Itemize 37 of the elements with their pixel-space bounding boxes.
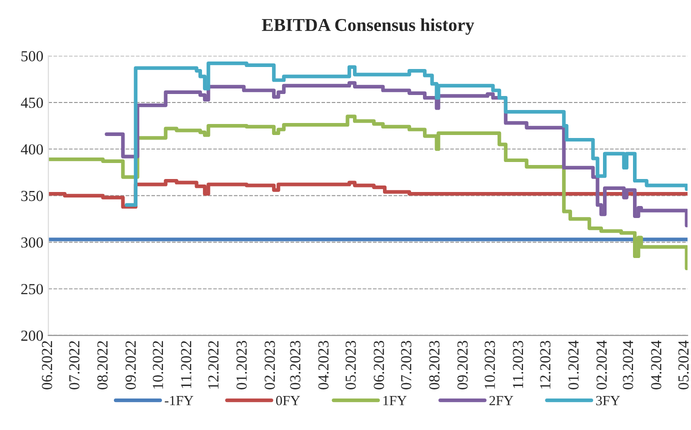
x-tick-label: 10.2023: [484, 340, 496, 389]
x-tick-label: 04.2024: [651, 340, 662, 390]
x-tick-label: 06.2023: [374, 340, 384, 390]
x-tick-label: 07.2022: [69, 341, 80, 390]
y-tick-label: 450: [20, 98, 43, 108]
y-tick-label: 250: [21, 284, 43, 294]
x-tick-label: 08.2022: [97, 341, 108, 390]
x-tick-label: 05.2024: [678, 340, 689, 390]
x-tick-label: 02.2024: [596, 340, 607, 390]
x-tick-label: 06.2022: [42, 341, 52, 390]
y-tick-label: 200: [21, 330, 43, 341]
x-tick-label: 09.2023: [457, 340, 468, 390]
y-tick-label: 300: [21, 237, 43, 248]
y-tick-label: 350: [21, 190, 43, 202]
legend-label: 1FY: [383, 396, 407, 406]
x-tick-label: 01.2024: [568, 340, 579, 390]
x-tick-label: 12.2022: [208, 341, 219, 389]
x-tick-label: 09.2022: [126, 341, 136, 390]
x-tick-label: 05.2023: [346, 340, 356, 390]
legend-label: -1FY: [164, 396, 194, 406]
x-tick-label: 08.2023: [429, 340, 440, 390]
legend-label: 2FY: [489, 396, 514, 406]
legend-label: 0FY: [276, 396, 300, 406]
x-tick-label: 03.2024: [622, 340, 634, 390]
x-tick-label: 10.2022: [152, 341, 164, 389]
x-tick-label: 01.2023: [236, 340, 247, 390]
x-tick-label: 11.2023: [512, 340, 524, 388]
x-tick-label: 07.2023: [401, 340, 412, 390]
x-tick-label: 03.2023: [290, 340, 300, 390]
legend-label: 3FY: [596, 396, 620, 406]
x-tick-label: 02.2023: [264, 340, 276, 390]
x-tick-label: 12.2023: [540, 340, 551, 389]
y-tick-label: 500: [21, 51, 43, 62]
chart-title: EBITDA Consensus history: [262, 18, 474, 35]
y-tick-label: 400: [20, 144, 43, 155]
x-tick-label: 04.2023: [318, 340, 329, 390]
x-tick-label: 11.2022: [180, 341, 192, 388]
